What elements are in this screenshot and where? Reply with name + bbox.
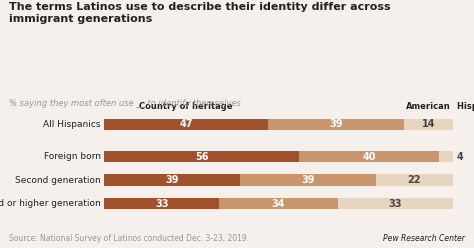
Text: Source: National Survey of Latinos conducted Dec. 3-23, 2019.: Source: National Survey of Latinos condu…	[9, 234, 250, 243]
Text: 39: 39	[301, 175, 315, 185]
Bar	[376, 175, 453, 186]
Text: 34: 34	[272, 199, 285, 209]
Bar	[338, 198, 453, 209]
Text: 39: 39	[165, 175, 179, 185]
Text: All Hispanics: All Hispanics	[43, 120, 101, 129]
Text: 22: 22	[408, 175, 421, 185]
Text: 4: 4	[456, 152, 463, 161]
Text: Second generation: Second generation	[15, 176, 101, 185]
Text: The terms Latinos use to describe their identity differ across
immigrant generat: The terms Latinos use to describe their …	[9, 2, 391, 25]
Bar	[219, 198, 338, 209]
Text: Hispanic or Latino: Hispanic or Latino	[457, 102, 474, 111]
Bar	[268, 119, 404, 130]
Bar	[240, 175, 376, 186]
Bar	[404, 119, 453, 130]
Bar	[104, 119, 268, 130]
Text: Country of heritage: Country of heritage	[139, 102, 233, 111]
Bar	[439, 151, 453, 162]
Bar	[300, 151, 439, 162]
Text: Pew Research Center: Pew Research Center	[383, 234, 465, 243]
Text: % saying they most often use __ to identify themselves: % saying they most often use __ to ident…	[9, 99, 241, 108]
Text: 39: 39	[329, 119, 343, 129]
Bar	[104, 198, 219, 209]
Text: American: American	[406, 102, 451, 111]
Text: Third or higher generation: Third or higher generation	[0, 199, 101, 208]
Bar	[104, 151, 300, 162]
Text: Foreign born: Foreign born	[44, 152, 101, 161]
Text: 40: 40	[363, 152, 376, 161]
Bar	[104, 175, 240, 186]
Text: 33: 33	[155, 199, 169, 209]
Text: 33: 33	[389, 199, 402, 209]
Text: 56: 56	[195, 152, 209, 161]
Text: 47: 47	[180, 119, 193, 129]
Text: 14: 14	[422, 119, 435, 129]
